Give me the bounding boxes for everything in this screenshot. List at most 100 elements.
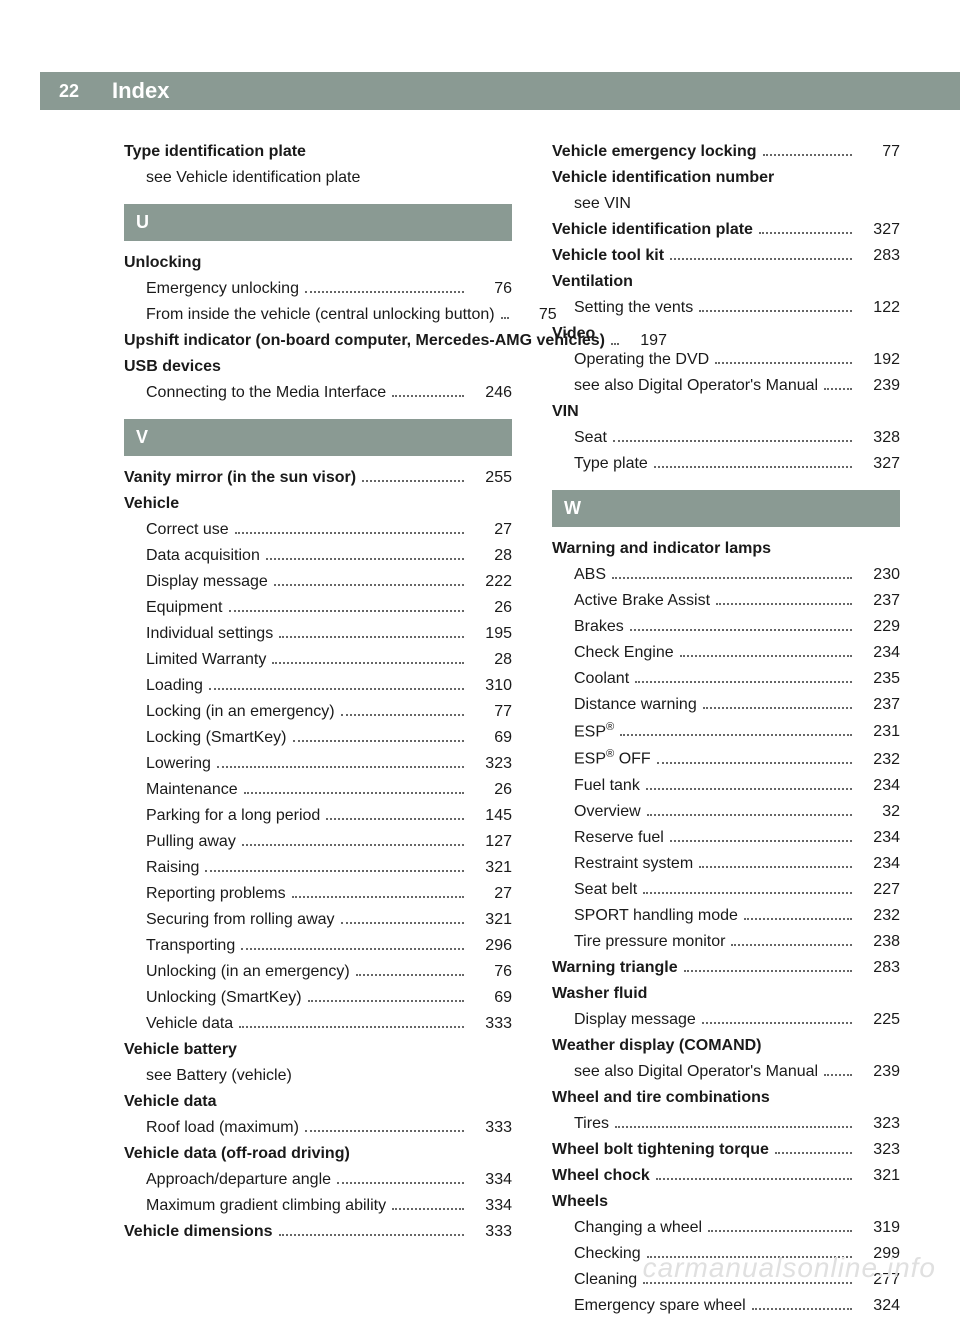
leader-dots	[775, 1139, 852, 1153]
page-ref: 230	[858, 563, 900, 587]
page-title: Index	[98, 72, 960, 110]
index-heading-row: Vehicle identification plate327	[552, 218, 900, 242]
index-subentry-row: ESP®231	[552, 719, 900, 744]
leader-dots	[824, 376, 852, 390]
index-heading: Vehicle data	[124, 1090, 512, 1114]
leader-dots	[292, 884, 464, 898]
index-label: Equipment	[146, 596, 223, 620]
index-subentry-row: Changing a wheel319	[552, 1216, 900, 1240]
leader-dots	[646, 775, 852, 789]
index-label: Vehicle data	[146, 1012, 233, 1036]
leader-dots	[699, 298, 852, 312]
index-label: Locking (in an emergency)	[146, 700, 335, 724]
index-subentry-row: Pulling away127	[124, 830, 512, 854]
index-heading-row: Vehicle dimensions333	[124, 1220, 512, 1244]
index-subentry-row: Unlocking (SmartKey)69	[124, 986, 512, 1010]
page-ref: 238	[858, 930, 900, 954]
leader-dots	[703, 695, 852, 709]
page-ref: 327	[858, 218, 900, 242]
page-ref: 227	[858, 878, 900, 902]
index-heading: Weather display (COMAND)	[552, 1034, 900, 1058]
index-label: Wheel chock	[552, 1164, 650, 1188]
leader-dots	[235, 520, 464, 534]
leader-dots	[205, 858, 464, 872]
leader-dots	[209, 676, 464, 690]
right-column: Vehicle emergency locking77Vehicle ident…	[552, 140, 900, 1252]
index-heading: Vehicle	[124, 492, 512, 516]
page-ref: 145	[470, 804, 512, 828]
index-subentry-row: Active Brake Assist237	[552, 589, 900, 613]
index-label: Changing a wheel	[574, 1216, 702, 1240]
index-subentry-row: Brakes229	[552, 615, 900, 639]
leader-dots	[241, 936, 464, 950]
index-label: Coolant	[574, 667, 629, 691]
index-subentry-row: Check Engine234	[552, 641, 900, 665]
index-subentry-row: Emergency unlocking76	[124, 277, 512, 301]
index-subentry-row: Unlocking (in an emergency)76	[124, 960, 512, 984]
index-label: Maximum gradient climbing ability	[146, 1194, 386, 1218]
page-ref: 333	[470, 1012, 512, 1036]
index-label: Securing from rolling away	[146, 908, 335, 932]
page-ref: 323	[858, 1138, 900, 1162]
content: Type identification platesee Vehicle ide…	[124, 140, 900, 1252]
leader-dots	[392, 1196, 464, 1210]
leader-dots	[305, 1118, 464, 1132]
index-subentry: see VIN	[552, 192, 900, 216]
page-ref: 192	[858, 348, 900, 372]
leader-dots	[242, 832, 464, 846]
page-ref: 334	[470, 1194, 512, 1218]
leader-dots	[824, 1061, 852, 1075]
leader-dots	[699, 853, 852, 867]
index-subentry-row: ABS 230	[552, 563, 900, 587]
index-subentry-row: Individual settings195	[124, 622, 512, 646]
index-subentry-row: Seat belt 227	[552, 878, 900, 902]
leader-dots	[279, 624, 464, 638]
index-subentry-row: see also Digital Operator's Manual239	[552, 1060, 900, 1084]
index-label: Loading	[146, 674, 203, 698]
index-subentry-row: Distance warning237	[552, 693, 900, 717]
index-label: Checking	[574, 1242, 641, 1266]
page-ref: 27	[470, 518, 512, 542]
index-label: Data acquisition	[146, 544, 260, 568]
index-label: Parking for a long period	[146, 804, 320, 828]
index-subentry-row: Type plate327	[552, 452, 900, 476]
page-ref: 75	[515, 303, 557, 327]
index-label: Vehicle dimensions	[124, 1220, 273, 1244]
index-subentry-row: Maximum gradient climbing ability 334	[124, 1194, 512, 1218]
index-label: Seat belt	[574, 878, 637, 902]
leader-dots	[635, 669, 852, 683]
index-label: Restraint system	[574, 852, 693, 876]
leader-dots	[630, 617, 852, 631]
page-ref: 239	[858, 1060, 900, 1084]
leader-dots	[715, 350, 852, 364]
index-label: Correct use	[146, 518, 229, 542]
index-subentry-row: Data acquisition 28	[124, 544, 512, 568]
page-ref: 195	[470, 622, 512, 646]
leader-dots	[356, 962, 464, 976]
index-subentry-row: Reporting problems27	[124, 882, 512, 906]
page-ref: 26	[470, 778, 512, 802]
section-bar: U	[124, 204, 512, 241]
index-subentry-row: Raising321	[124, 856, 512, 880]
page-ref: 26	[470, 596, 512, 620]
page-number: 22	[40, 72, 98, 110]
page-ref: 234	[858, 826, 900, 850]
leader-dots	[708, 1217, 852, 1231]
index-label: ABS	[574, 563, 606, 587]
page-ref: 28	[470, 544, 512, 568]
leader-dots	[613, 428, 852, 442]
index-subentry-row: Connecting to the Media Interface246	[124, 381, 512, 405]
leader-dots	[647, 801, 852, 815]
index-label: Display message	[574, 1008, 696, 1032]
leader-dots	[670, 827, 852, 841]
index-subentry-row: SPORT handling mode232	[552, 904, 900, 928]
index-label: Tire pressure monitor	[574, 930, 725, 954]
index-label: Reporting problems	[146, 882, 286, 906]
index-label: Tires	[574, 1112, 609, 1136]
index-subentry-row: Lowering323	[124, 752, 512, 776]
leader-dots	[341, 702, 464, 716]
watermark: carmanualsonline.info	[643, 1252, 936, 1284]
index-label: Wheel bolt tightening torque	[552, 1138, 769, 1162]
leader-dots	[759, 220, 852, 234]
index-label: Seat	[574, 426, 607, 450]
